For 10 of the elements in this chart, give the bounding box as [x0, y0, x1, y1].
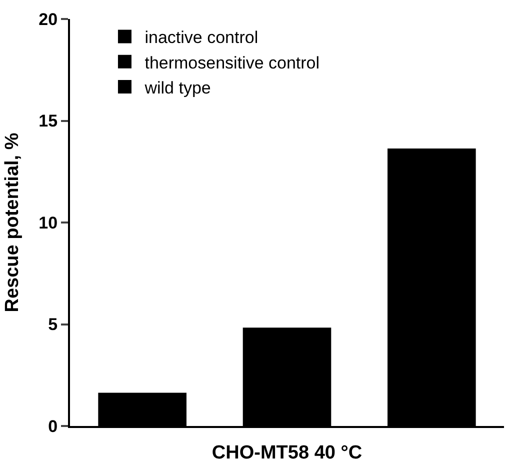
legend-label: wild type — [144, 78, 211, 98]
y-axis-title: Rescue potential, % — [2, 132, 24, 312]
x-axis-title: CHO-MT58 40 °C — [212, 442, 362, 464]
legend-label: inactive control — [144, 28, 258, 48]
y-tick-label: 5 — [48, 315, 58, 334]
y-tick-label: 10 — [38, 213, 58, 232]
legend-label: thermosensitive control — [144, 53, 320, 72]
y-tick-label: 20 — [38, 10, 58, 29]
y-tick-label: 0 — [48, 416, 58, 436]
y-tick-label: 15 — [38, 112, 58, 131]
